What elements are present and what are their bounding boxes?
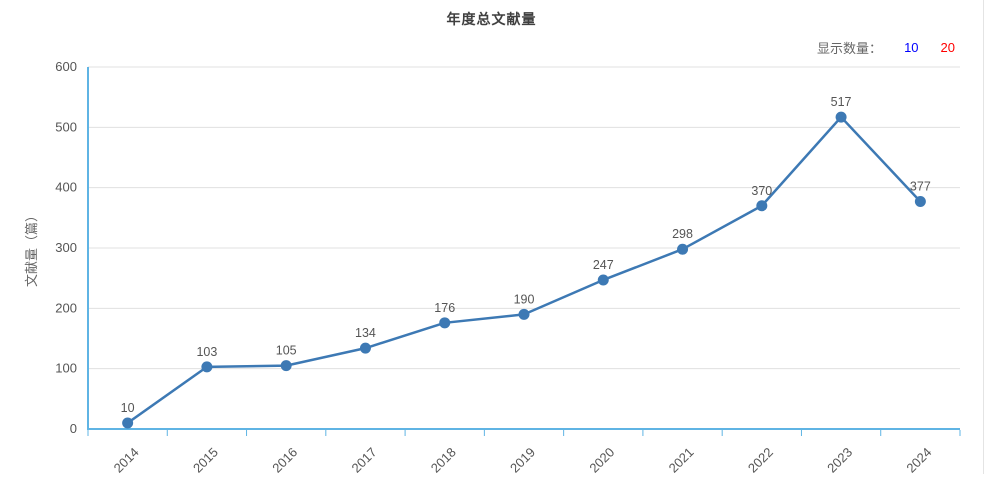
page-title: 年度总文献量 [446,11,537,27]
data-point-2021[interactable] [677,243,689,255]
value-label-2022: 370 [751,184,772,198]
y-tick-label-600: 600 [55,59,77,74]
x-tick-label-2022: 2022 [745,445,776,474]
data-point-2022[interactable] [756,200,768,212]
x-tick-label-2015: 2015 [190,445,221,474]
x-tick-label-2017: 2017 [349,445,380,474]
x-tick-label-2018: 2018 [428,445,459,474]
data-point-2019[interactable] [518,308,530,320]
data-point-2016[interactable] [280,360,292,372]
value-label-2024: 377 [910,180,931,194]
display-count-option-20[interactable]: 20 [940,40,955,55]
y-tick-label-400: 400 [55,180,77,195]
y-axis-title: 文献量（篇） [24,209,39,287]
display-count-option-10[interactable]: 10 [904,40,919,55]
value-label-2014: 10 [121,401,135,415]
value-label-2018: 176 [434,301,455,315]
y-tick-label-500: 500 [55,119,77,134]
y-tick-label-100: 100 [55,361,77,376]
data-point-2015[interactable] [201,361,213,373]
data-point-2024[interactable] [914,196,926,208]
display-count-label: 显示数量： [817,41,883,56]
data-point-2018[interactable] [439,317,451,329]
x-tick-label-2019: 2019 [507,445,538,474]
x-tick-label-2021: 2021 [666,445,697,474]
x-tick-label-2014: 2014 [111,445,142,474]
y-tick-label-300: 300 [55,240,77,255]
data-point-2017[interactable] [359,342,371,354]
value-label-2019: 190 [514,292,535,306]
data-line [126,115,922,425]
value-label-2021: 298 [672,227,693,241]
x-tick-label-2020: 2020 [586,445,617,474]
value-label-2017: 134 [355,326,376,340]
value-label-2023: 517 [831,95,852,109]
value-label-2020: 247 [593,258,614,272]
data-point-2020[interactable] [597,274,609,286]
x-tick-label-2023: 2023 [824,445,855,474]
value-label-2016: 105 [276,344,297,358]
data-point-2014[interactable] [122,417,134,429]
value-label-2015: 103 [196,345,217,359]
display-count-controls: 显示数量： 10 20 [817,38,955,57]
x-tick-label-2024: 2024 [903,445,934,474]
data-point-2023[interactable] [835,111,847,123]
x-tick-label-2016: 2016 [269,445,300,474]
y-tick-label-200: 200 [55,300,77,315]
y-tick-label-0: 0 [70,421,77,436]
